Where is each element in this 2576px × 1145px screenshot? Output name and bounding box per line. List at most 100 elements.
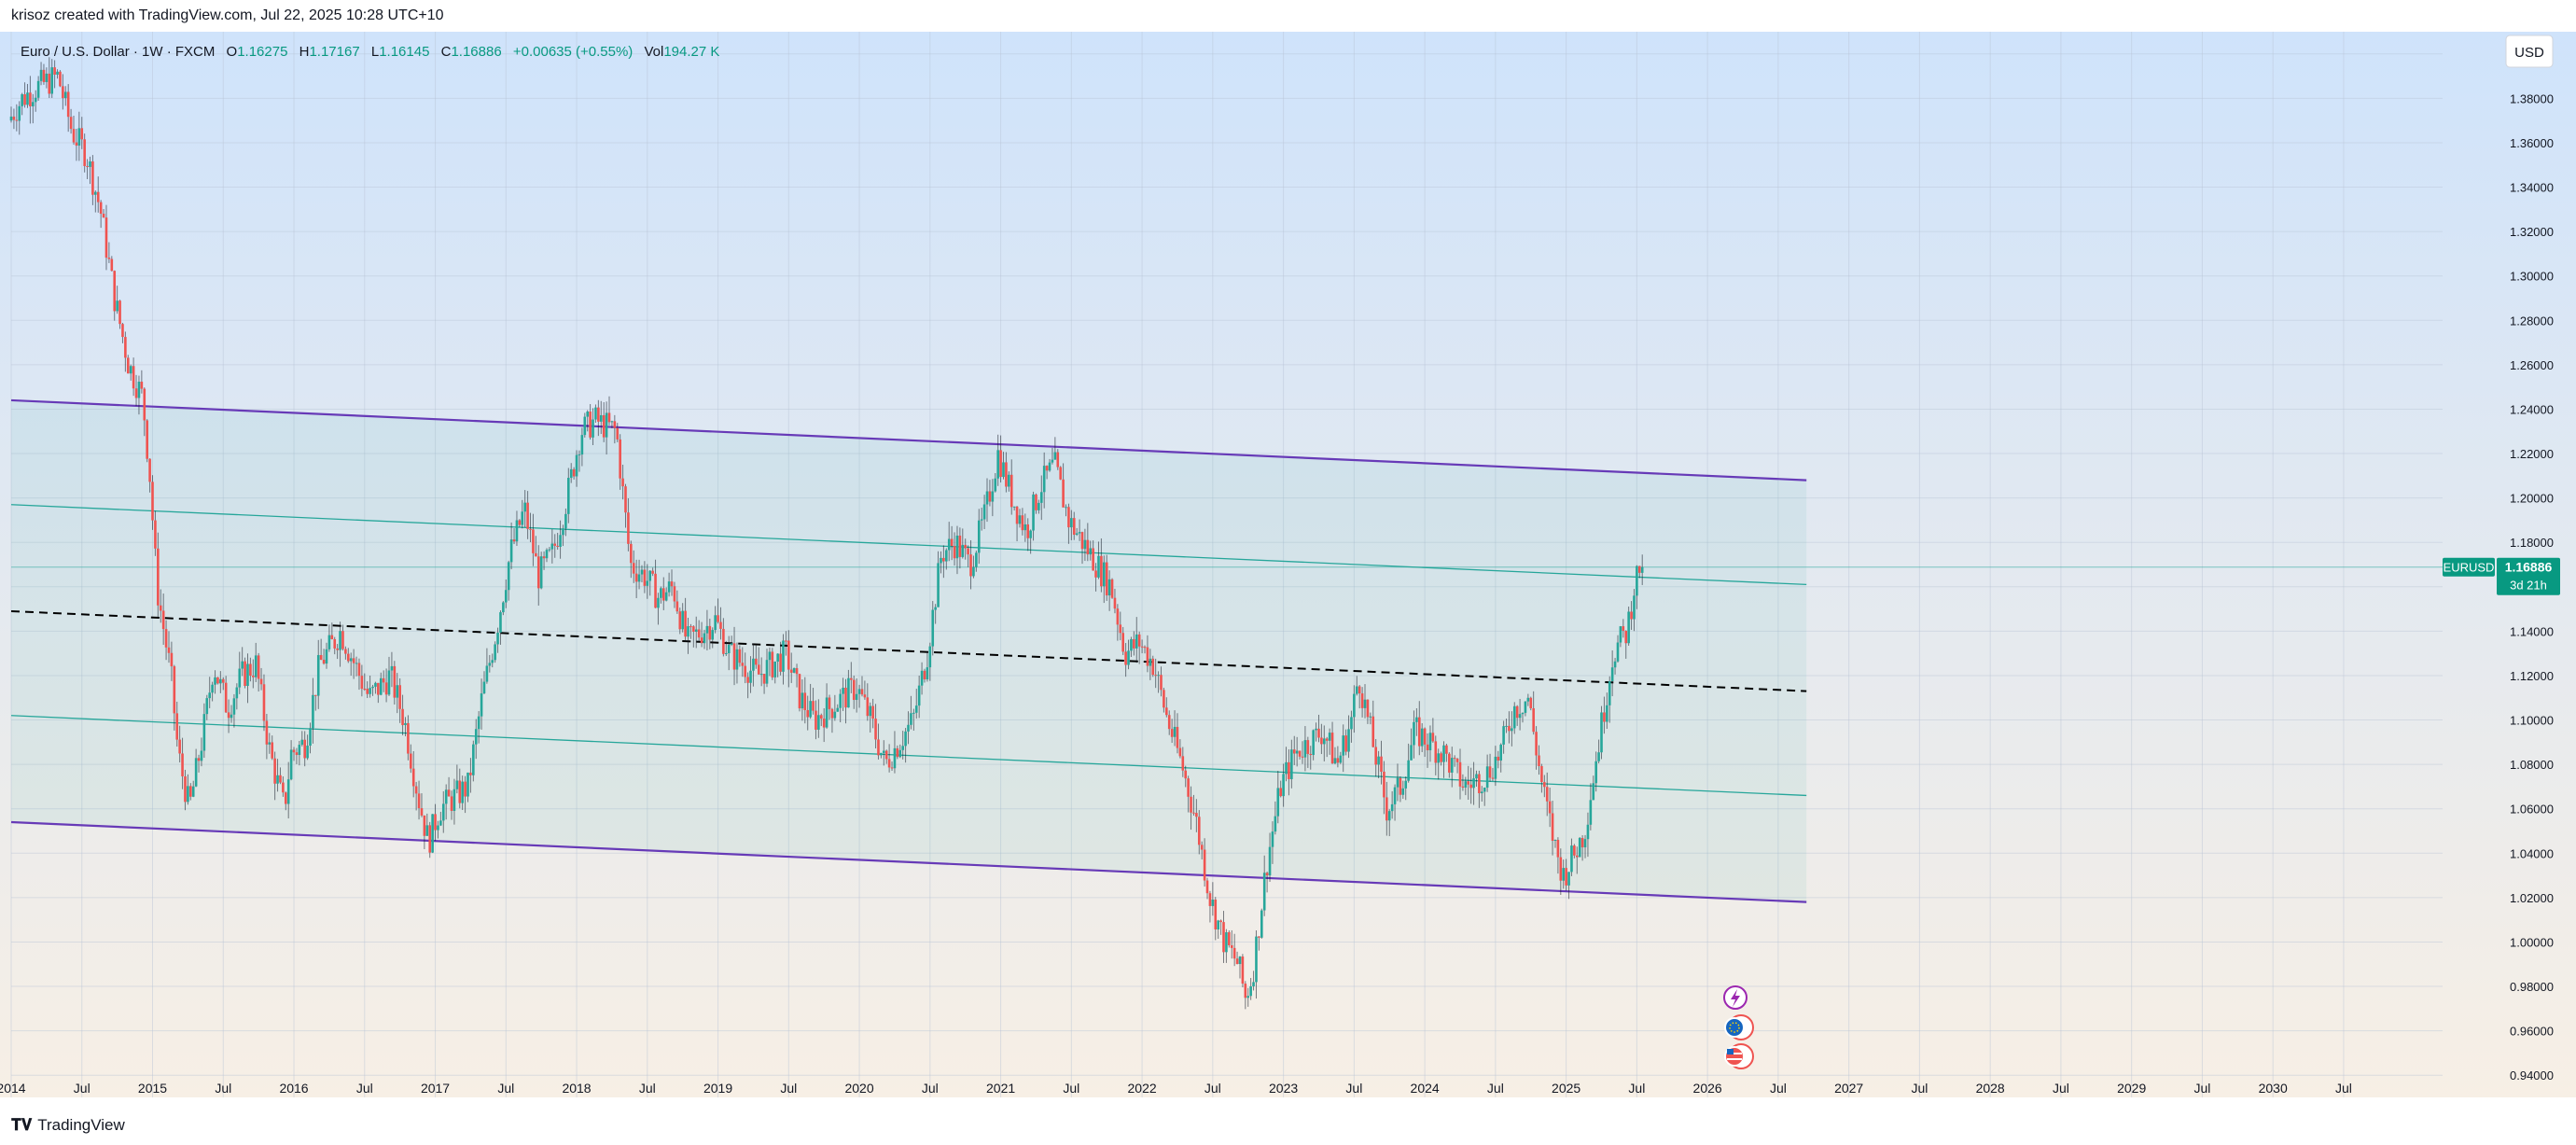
y-tick-label: 1.28000 [2510,314,2554,328]
candle-body [387,670,391,695]
candle-body [151,482,154,521]
candle-body [99,202,103,215]
candle-body [1306,740,1310,754]
x-tick-label: Jul [74,1081,91,1096]
candle-body [844,687,847,708]
candle-body [1195,813,1198,817]
candle-body [298,745,301,756]
candle-body [1502,726,1505,745]
candle-body [1344,735,1347,752]
tradingview-logo[interactable]: 𝐓𝐕 TradingView [11,1116,125,1135]
y-tick-label: 1.38000 [2510,91,2554,105]
candle-body [466,772,469,797]
candle-body [1140,646,1144,648]
candle-body [815,710,817,730]
candle-body [1450,758,1454,773]
legend-change: +0.00635 (+0.55%) [513,44,633,60]
candle-body [512,539,516,542]
candle-body [977,520,981,553]
candle-body [499,612,502,633]
candle-body [300,739,304,746]
candle-body [613,421,617,428]
candle-body [1578,837,1581,858]
candle-body [132,366,135,389]
candle-body [1146,647,1149,666]
x-tick-label: 2021 [986,1081,1015,1096]
candle-body [410,753,412,769]
candle-body [1372,716,1375,747]
eu-flag-icon[interactable] [1724,1014,1754,1040]
candle-body [673,586,676,602]
candle-body [208,692,211,699]
candle-body [536,556,540,589]
candle-body [928,646,932,668]
candle-body [619,439,621,479]
candle-body [1137,634,1141,647]
candle-body [643,569,647,586]
candle-body [1481,791,1483,794]
candle-body [1197,817,1201,845]
candle-body [336,648,339,650]
candle-body [945,550,948,562]
candle-body [50,67,54,94]
candle-body [1092,548,1094,571]
candle-body [684,610,687,637]
candle-body [1246,996,1250,998]
candle-body [339,631,341,650]
candle-body [1301,756,1304,758]
candle-body [657,597,660,608]
candle-body [425,825,429,836]
candle-body [1350,717,1353,730]
x-tick-label: 2029 [2117,1081,2146,1096]
flash-icon[interactable] [1723,985,1748,1010]
us-flag-icon[interactable] [1724,1043,1754,1069]
price-chart[interactable]: 1.400001.380001.360001.340001.320001.300… [0,0,2576,1110]
channel-midline[interactable] [10,609,1807,692]
candle-body [1333,758,1337,764]
candle-body [1005,462,1008,487]
candle-body [855,693,858,701]
candle-body [469,772,472,775]
candle-body [1515,705,1519,719]
channel-inner-upper-line[interactable] [10,504,1807,586]
candle-body [548,549,551,551]
candle-body [1377,756,1380,765]
candle-body [393,665,397,698]
candle-body [1526,697,1530,702]
currency-button[interactable]: USD [2505,35,2554,68]
candle-body [69,117,73,130]
candle-body [1078,532,1081,534]
candle-body [1622,626,1625,631]
candle-body [904,731,907,747]
candle-body [202,714,206,751]
candle-body [1426,744,1429,751]
candle-body [1235,958,1239,965]
x-tick-label: Jul [780,1081,797,1096]
channel-lower-line[interactable] [10,820,1807,903]
candle-body [1583,839,1587,848]
candle-body [494,644,496,661]
candle-body [1097,555,1100,578]
legend-close-value: 1.16886 [451,44,501,60]
candle-body [697,629,701,638]
candle-body [319,654,323,660]
candle-body [303,739,306,759]
candle-body [958,535,962,557]
candle-body [1325,738,1329,741]
candle-body [762,674,766,684]
candle-body [56,71,59,75]
candle-body [914,705,918,713]
candle-body [36,80,40,98]
candle-body [1445,745,1448,754]
candle-body [1053,452,1057,460]
candle-body [782,640,785,672]
candle-body [1399,777,1402,795]
candle-body [1292,749,1296,754]
currency-button-label: USD [2514,45,2544,61]
candle-body [312,694,314,729]
candle-body [232,698,236,715]
candle-body [1023,524,1027,531]
candle-body [1315,728,1317,731]
candle-body [447,789,451,797]
channel-upper-line[interactable] [10,398,1807,482]
